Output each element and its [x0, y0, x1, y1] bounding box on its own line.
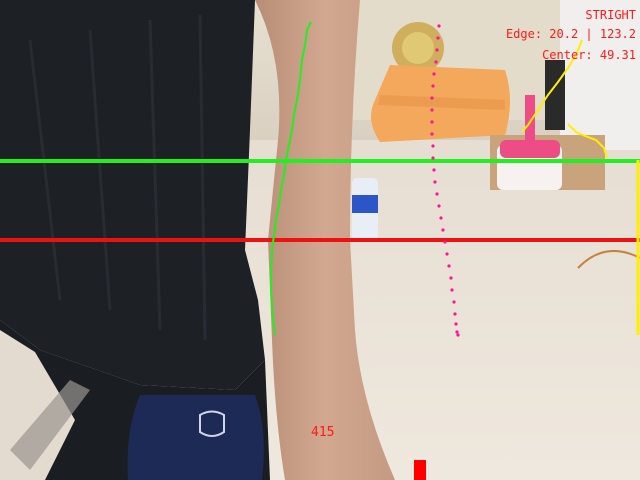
bottom-position-marker	[414, 460, 426, 480]
dark-shirt	[0, 0, 265, 390]
floor-cable	[577, 250, 640, 269]
shirt-fold	[28, 14, 207, 341]
white-appliance	[560, 0, 640, 150]
grey-mat	[10, 380, 90, 470]
pink-device-top	[500, 140, 560, 158]
wall-ornament-inner	[402, 32, 434, 64]
can-label	[352, 195, 378, 213]
center-readout: Center: 49.31	[542, 48, 636, 62]
left-edge-trace	[270, 21, 312, 336]
slipper-logo	[199, 410, 225, 437]
pink-device-handle	[525, 95, 535, 145]
steering-mode-label: STRIGHT	[585, 8, 636, 22]
right-edge-trace	[521, 39, 583, 133]
orange-towel-fold	[378, 95, 505, 110]
blue-slipper	[127, 395, 264, 480]
right-edge-trace-lower	[567, 123, 608, 159]
distance-readout: 415	[311, 425, 335, 440]
center-trace	[430, 24, 460, 337]
edge-readout: Edge: 20.2 | 123.2	[505, 27, 636, 41]
